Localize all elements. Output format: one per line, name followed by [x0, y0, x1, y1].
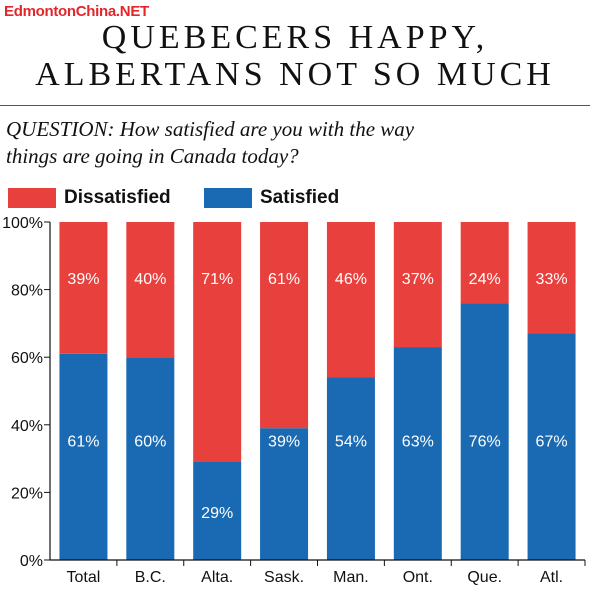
x-tick-label-sask: Sask. — [264, 569, 304, 586]
data-label-satisfied-atl: 67% — [536, 434, 568, 451]
data-label-satisfied-alta: 29% — [201, 505, 233, 522]
bar-satisfied-total — [59, 353, 108, 560]
bar-dissatisfied-total — [59, 222, 108, 354]
question-text: QUESTION: How satisfied are you with the… — [6, 116, 586, 170]
legend-swatch-dissatisfied — [8, 188, 56, 208]
data-label-dissatisfied-bc: 40% — [134, 271, 166, 288]
legend-item-dissatisfied: Dissatisfied — [8, 187, 171, 209]
legend-swatch-satisfied — [204, 188, 252, 208]
stacked-bar-chart: 39% 61% Total 40% 60% B.C. 71% 29% Alta. 61% 39% Sa… — [2, 215, 586, 586]
bar-satisfied-ont — [393, 347, 442, 560]
data-label-satisfied-total: 61% — [67, 434, 99, 451]
data-label-dissatisfied-ont: 37% — [402, 271, 434, 288]
title-divider — [0, 105, 590, 106]
bar-satisfied-sask — [260, 428, 309, 560]
data-label-satisfied-que: 76% — [469, 434, 501, 451]
y-tick-label: 40% — [11, 418, 43, 435]
data-label-satisfied-bc: 60% — [134, 434, 166, 451]
bar-dissatisfied-atl — [527, 222, 576, 334]
bar-satisfied-alta — [193, 461, 242, 560]
x-tick-label-total: Total — [67, 569, 101, 586]
question-line-1: QUESTION: How satisfied are you with the… — [6, 117, 415, 141]
data-label-dissatisfied-que: 24% — [469, 271, 501, 288]
data-label-dissatisfied-atl: 33% — [536, 271, 568, 288]
watermark-logo: EdmontonChina.NET — [4, 3, 149, 20]
y-tick-label: 80% — [11, 283, 43, 300]
question-line-2: things are going in Canada today? — [6, 144, 299, 168]
bar-dissatisfied-sask — [260, 222, 309, 429]
data-label-dissatisfied-alta: 71% — [201, 271, 233, 288]
chart-title-line-1: QUEBECERS HAPPY, — [101, 19, 489, 56]
data-label-satisfied-sask: 39% — [268, 434, 300, 451]
legend-label-satisfied: Satisfied — [260, 187, 340, 208]
x-tick-label-que: Que. — [467, 569, 502, 586]
data-label-satisfied-man: 54% — [335, 434, 367, 451]
bar-dissatisfied-ont — [393, 222, 442, 348]
data-label-dissatisfied-total: 39% — [67, 271, 99, 288]
y-tick-label: 0% — [20, 553, 43, 570]
bar-dissatisfied-man — [326, 222, 375, 378]
bar-satisfied-bc — [126, 357, 175, 560]
legend-label-dissatisfied: Dissatisfied — [64, 187, 171, 208]
x-tick-label-bc: B.C. — [135, 569, 166, 586]
y-tick-label: 20% — [11, 485, 43, 502]
data-label-satisfied-ont: 63% — [402, 434, 434, 451]
legend-item-satisfied: Satisfied — [204, 187, 339, 209]
x-tick-label-ont: Ont. — [403, 569, 433, 586]
bar-dissatisfied-bc — [126, 222, 175, 358]
bar-dissatisfied-que — [460, 222, 509, 304]
data-label-dissatisfied-man: 46% — [335, 271, 367, 288]
bar-satisfied-que — [460, 303, 509, 560]
chart-title-line-2: ALBERTANS NOT SO MUCH — [35, 56, 555, 93]
y-tick-label: 60% — [11, 350, 43, 367]
x-tick-label-alta: Alta. — [201, 569, 233, 586]
x-tick-label-man: Man. — [333, 569, 369, 586]
bar-dissatisfied-alta — [193, 222, 242, 462]
bar-satisfied-man — [326, 377, 375, 560]
x-tick-label-atl: Atl. — [540, 569, 563, 586]
bar-satisfied-atl — [527, 333, 576, 560]
y-tick-label: 100% — [2, 215, 43, 232]
data-label-dissatisfied-sask: 61% — [268, 271, 300, 288]
